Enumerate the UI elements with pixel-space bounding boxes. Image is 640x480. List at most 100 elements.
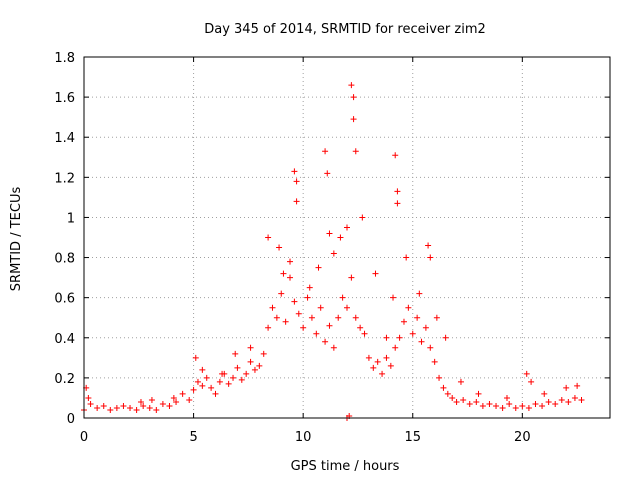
data-point: [440, 384, 447, 391]
data-point: [370, 364, 377, 371]
plot-frame: [83, 56, 611, 419]
data-point: [574, 382, 581, 389]
chart-title: Day 345 of 2014, SRMTID for receiver zim…: [204, 22, 486, 37]
data-point: [348, 82, 355, 89]
y-tick-label: 0.8: [54, 252, 75, 267]
data-point: [186, 396, 193, 403]
data-point: [519, 402, 526, 409]
x-tick-label: 5: [189, 430, 197, 445]
data-point: [219, 370, 226, 377]
data-point: [339, 294, 346, 301]
data-point: [87, 400, 94, 407]
data-point: [400, 318, 407, 325]
data-point: [390, 294, 397, 301]
data-point: [265, 324, 272, 331]
data-point: [216, 378, 223, 385]
data-point: [282, 318, 289, 325]
y-tick-label: 0.4: [54, 332, 75, 347]
data-point: [322, 148, 329, 155]
data-point: [532, 400, 539, 407]
data-point: [140, 402, 147, 409]
data-point: [392, 344, 399, 351]
y-axis: 0 0.2 0.4 0.6 0.8 1 1.2 1.4 1.6 1.8: [54, 51, 610, 427]
data-point: [276, 244, 283, 251]
data-point: [107, 406, 114, 413]
data-point: [541, 390, 548, 397]
data-point: [113, 404, 120, 411]
data-point: [565, 398, 572, 405]
data-point: [335, 314, 342, 321]
data-point: [247, 358, 254, 365]
data-point: [234, 364, 241, 371]
data-point: [287, 258, 294, 265]
data-point: [85, 394, 92, 401]
data-point: [578, 396, 585, 403]
data-point: [379, 370, 386, 377]
data-point: [571, 394, 578, 401]
data-point: [166, 402, 173, 409]
data-point: [503, 394, 510, 401]
data-point: [433, 314, 440, 321]
x-tick-label: 10: [295, 430, 312, 445]
data-point: [269, 304, 276, 311]
data-point: [449, 394, 456, 401]
data-point: [247, 344, 254, 351]
data-point: [499, 404, 506, 411]
x-tick-label: 15: [404, 430, 421, 445]
data-point: [260, 350, 267, 357]
data-point: [414, 314, 421, 321]
data-points: [81, 82, 585, 421]
data-point: [194, 378, 201, 385]
data-point: [405, 304, 412, 311]
data-point: [212, 390, 219, 397]
data-point: [416, 290, 423, 297]
data-point: [330, 344, 337, 351]
data-point: [291, 168, 298, 175]
data-point: [199, 366, 206, 373]
data-point: [190, 386, 197, 393]
data-point: [387, 362, 394, 369]
data-point: [444, 390, 451, 397]
data-point: [348, 274, 355, 281]
data-point: [225, 380, 232, 387]
y-tick-label: 1: [67, 211, 75, 226]
x-axis-title: GPS time / hours: [291, 459, 400, 474]
data-point: [146, 404, 153, 411]
data-point: [506, 400, 513, 407]
data-point: [359, 214, 366, 221]
data-point: [539, 402, 546, 409]
data-point: [159, 400, 166, 407]
y-tick-label: 1.6: [54, 91, 75, 106]
data-point: [453, 398, 460, 405]
data-point: [425, 242, 432, 249]
y-tick-label: 0: [67, 412, 75, 427]
data-point: [486, 400, 493, 407]
data-point: [127, 404, 134, 411]
data-point: [208, 384, 215, 391]
data-point: [457, 378, 464, 385]
data-point: [525, 404, 532, 411]
y-tick-label: 1.4: [54, 131, 75, 146]
data-point: [436, 374, 443, 381]
data-point: [409, 330, 416, 337]
data-point: [100, 402, 107, 409]
data-point: [493, 402, 500, 409]
data-point: [230, 374, 237, 381]
data-point: [460, 396, 467, 403]
data-point: [512, 404, 519, 411]
y-tick-label: 1.2: [54, 171, 75, 186]
data-point: [427, 344, 434, 351]
data-point: [552, 400, 559, 407]
data-point: [394, 200, 401, 207]
data-point: [265, 234, 272, 241]
data-point: [232, 350, 239, 357]
data-point: [352, 148, 359, 155]
x-axis: 0 5 10 15 20: [80, 57, 531, 445]
data-point: [475, 390, 482, 397]
data-point: [322, 338, 329, 345]
data-point: [473, 398, 480, 405]
data-point: [361, 330, 368, 337]
data-point: [173, 398, 180, 405]
data-point: [392, 152, 399, 159]
